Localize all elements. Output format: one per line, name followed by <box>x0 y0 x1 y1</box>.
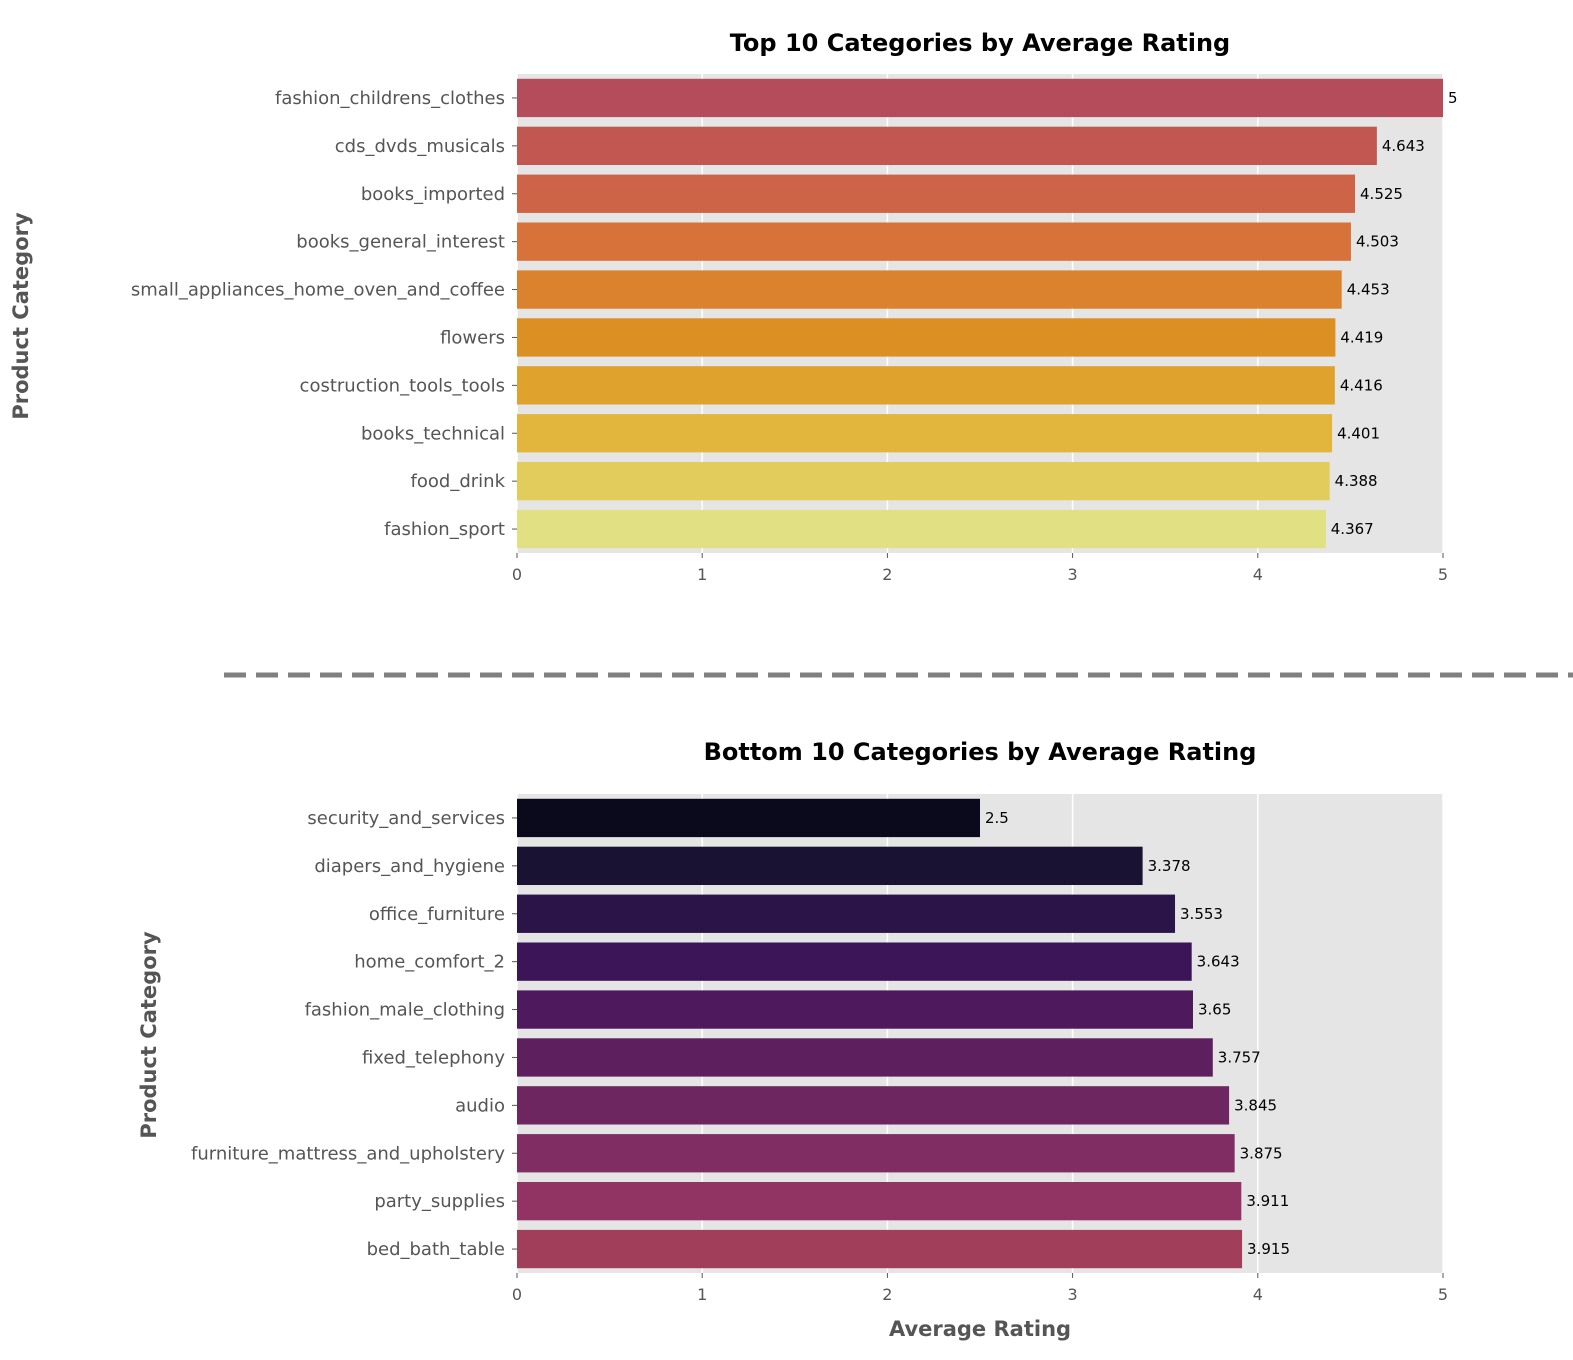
data-labels: 2.5 3.378 3.553 3.643 3.65 3.757 3.845 3.875 3.9… <box>985 809 1290 1258</box>
bar-value-label: 3.378 <box>1148 857 1191 875</box>
bottom-ratings-chart: 2.5 3.378 3.553 3.643 3.65 3.757 3.845 3.875 3.9… <box>137 738 1448 1341</box>
x-tick-label: 4 <box>1253 565 1263 584</box>
y-tick-label: security_and_services <box>307 808 505 829</box>
x-axis-label: Average Rating <box>889 1317 1071 1341</box>
bar-value-label: 4.453 <box>1347 281 1390 299</box>
bar <box>517 1038 1213 1077</box>
bar <box>517 78 1443 118</box>
bar-value-label: 4.419 <box>1340 328 1383 346</box>
x-tick-label: 5 <box>1438 565 1448 584</box>
y-tick-label: diapers_and_hygiene <box>314 856 505 877</box>
bar <box>517 798 980 838</box>
data-labels: 5 4.643 4.525 4.503 4.453 4.419 4.416 4.401 4.38… <box>1331 89 1458 538</box>
bar-value-label: 2.5 <box>985 809 1009 827</box>
bars <box>517 78 1443 549</box>
bar <box>517 509 1326 549</box>
x-tick-labels: 0 1 2 3 4 5 <box>512 553 1448 584</box>
bar-value-label: 3.553 <box>1180 905 1223 923</box>
x-tick-label: 5 <box>1438 1285 1448 1304</box>
y-tick-label: furniture_mattress_and_upholstery <box>191 1143 505 1164</box>
bar-value-label: 4.388 <box>1335 472 1378 490</box>
bar <box>517 1086 1230 1125</box>
bar <box>517 270 1342 309</box>
y-tick-label: flowers <box>440 327 505 348</box>
y-axis-label: Product Category <box>137 931 161 1139</box>
x-tick-label: 3 <box>1068 565 1078 584</box>
x-tick-label: 3 <box>1068 1285 1078 1304</box>
y-tick-label: books_general_interest <box>296 232 505 253</box>
top-ratings-chart: 5 4.643 4.525 4.503 4.453 4.419 4.416 4.401 4.38… <box>9 29 1458 584</box>
y-tick-labels: security_and_services diapers_and_hygiene… <box>191 808 517 1260</box>
bar <box>517 894 1176 933</box>
bar-value-label: 4.367 <box>1331 520 1374 538</box>
chart-title: Top 10 Categories by Average Rating <box>730 29 1230 57</box>
bar-value-label: 3.845 <box>1234 1096 1277 1114</box>
bar <box>517 366 1335 405</box>
bar <box>517 1229 1243 1269</box>
bars <box>517 798 1243 1269</box>
bar <box>517 846 1143 886</box>
y-tick-label: fixed_telephony <box>362 1047 505 1068</box>
x-tick-label: 1 <box>697 1285 707 1304</box>
y-tick-label: party_supplies <box>374 1191 505 1212</box>
y-tick-label: audio <box>455 1095 505 1116</box>
y-tick-label: fashion_male_clothing <box>305 1000 505 1021</box>
y-tick-label: bed_bath_table <box>367 1239 505 1260</box>
y-tick-label: fashion_childrens_clothes <box>275 88 505 109</box>
y-tick-label: cds_dvds_musicals <box>335 136 505 157</box>
y-tick-label: small_appliances_home_oven_and_coffee <box>131 280 505 301</box>
bar-value-label: 4.401 <box>1337 424 1380 442</box>
x-tick-label: 2 <box>882 565 892 584</box>
y-tick-label: fashion_sport <box>384 519 505 540</box>
y-tick-label: home_comfort_2 <box>354 952 505 973</box>
bar-value-label: 3.65 <box>1198 1001 1231 1019</box>
y-tick-label: office_furniture <box>369 904 505 925</box>
bar <box>517 1134 1235 1173</box>
bar-value-label: 3.911 <box>1246 1192 1289 1210</box>
bar <box>517 126 1377 166</box>
x-tick-label: 4 <box>1253 1285 1263 1304</box>
bar-value-label: 3.643 <box>1197 953 1240 971</box>
bar-value-label: 3.915 <box>1247 1240 1290 1258</box>
bar-value-label: 4.416 <box>1340 376 1383 394</box>
x-tick-label: 0 <box>512 1285 522 1304</box>
bar <box>517 414 1333 453</box>
bar <box>517 1181 1242 1221</box>
chart-title: Bottom 10 Categories by Average Rating <box>704 738 1257 766</box>
bar-value-label: 4.643 <box>1382 137 1425 155</box>
bar <box>517 990 1193 1029</box>
bar <box>517 174 1356 213</box>
bar <box>517 942 1192 981</box>
y-tick-label: costruction_tools_tools <box>300 375 505 396</box>
bar <box>517 318 1336 357</box>
bar-value-label: 4.503 <box>1356 233 1399 251</box>
bar-value-label: 5 <box>1448 89 1458 107</box>
bar <box>517 461 1330 501</box>
x-tick-label: 2 <box>882 1285 892 1304</box>
y-axis-label: Product Category <box>9 212 33 420</box>
bar-value-label: 3.875 <box>1240 1144 1283 1162</box>
x-tick-label: 0 <box>512 565 522 584</box>
y-tick-label: books_technical <box>361 423 505 444</box>
y-tick-label: books_imported <box>361 184 505 205</box>
bar-value-label: 4.525 <box>1360 185 1403 203</box>
bar <box>517 222 1351 261</box>
y-tick-labels: fashion_childrens_clothes cds_dvds_musica… <box>131 88 517 540</box>
x-tick-labels: 0 1 2 3 4 5 <box>512 1273 1448 1304</box>
x-tick-label: 1 <box>697 565 707 584</box>
y-tick-label: food_drink <box>411 471 506 492</box>
bar-value-label: 3.757 <box>1218 1048 1261 1066</box>
